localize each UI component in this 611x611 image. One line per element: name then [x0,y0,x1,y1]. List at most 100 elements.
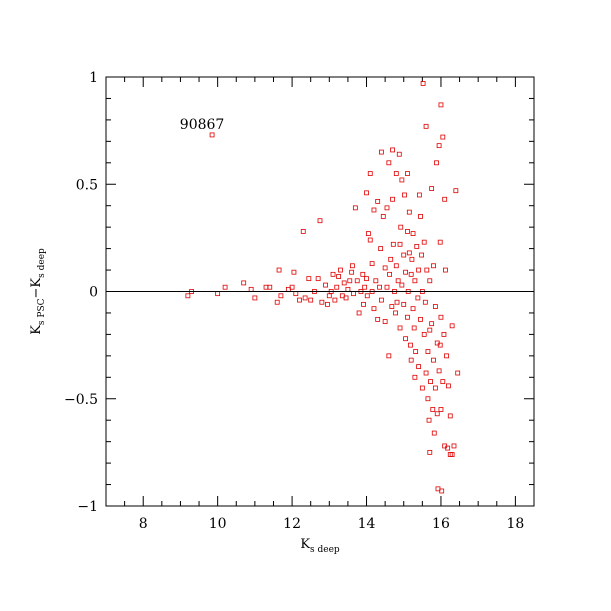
data-point [427,278,433,284]
data-point [330,271,336,277]
data-point [394,299,400,305]
data-point [422,299,428,305]
data-point [319,299,325,305]
data-point [241,280,247,286]
data-point [419,385,425,391]
data-point [362,284,368,290]
data-point [361,301,366,307]
data-point [399,282,405,288]
x-tick-label: 16 [432,516,450,532]
data-point [438,102,444,108]
data-point [455,370,461,376]
data-point [397,325,403,331]
data-point [356,310,362,316]
data-point [365,231,371,236]
data-point [332,297,338,303]
data-point [371,306,377,312]
data-point [432,304,438,309]
data-point [425,396,431,402]
data-point [427,449,433,455]
data-point [436,143,442,149]
x-axis-label-main: K [300,537,310,552]
data-point [420,81,426,86]
data-point [343,295,349,301]
plot-frame [105,76,535,507]
data-point [395,278,401,284]
data-point [411,325,417,331]
data-point [401,252,407,258]
data-point [415,295,421,301]
data-point [386,353,392,359]
data-point [367,237,373,243]
data-point [387,271,392,277]
data-point [375,316,381,322]
data-point [405,171,410,176]
data-point [409,256,415,262]
data-point [408,342,413,348]
data-point [371,207,377,213]
data-point [418,316,423,322]
data-point [390,241,396,247]
data-point [443,267,448,273]
data-point [378,246,384,252]
data-point [444,353,449,359]
data-point [434,160,439,166]
data-point [390,196,395,202]
data-point [248,286,254,292]
data-point [336,274,342,279]
data-point [402,192,407,198]
data-point [403,269,409,275]
data-point [323,282,328,288]
y-tick-label: 0.5 [76,177,98,193]
data-point [341,280,347,286]
data-point [209,132,215,138]
data-point [345,286,351,292]
x-tick-label: 18 [506,516,524,532]
data-point [428,379,433,384]
data-point [300,229,306,234]
data-point [453,188,459,194]
data-point [405,314,410,320]
data-point [390,147,395,153]
data-point [382,265,388,271]
data-point [418,214,423,219]
data-point [293,291,299,297]
data-point [437,239,443,245]
annotation-label: 90867 [180,117,225,133]
y-axis-label-sub2: s deep [37,248,47,278]
x-tick-label: 12 [283,516,301,532]
data-point [449,452,455,457]
data-point [451,443,457,449]
data-point [360,271,366,277]
data-point [434,411,440,417]
data-point [410,231,416,236]
data-point [377,284,382,290]
data-point [349,269,355,275]
data-point [267,284,273,290]
data-point [380,214,386,219]
data-point [393,171,399,176]
data-point [389,304,395,309]
data-point [439,488,445,494]
data-point [334,284,340,290]
data-point [398,224,404,230]
x-tick-label: 10 [209,516,227,532]
data-point [437,342,443,348]
y-tick-label: −0.5 [64,392,98,408]
data-point [436,368,442,374]
data-point [369,261,375,267]
data-point [430,407,436,412]
data-point [364,276,369,282]
data-point [325,301,330,307]
data-point [429,186,435,191]
data-point [406,209,412,215]
data-point [308,297,314,303]
data-point [425,349,431,354]
data-point [431,263,436,269]
data-point [364,190,369,196]
data-point [379,297,384,303]
data-point [424,267,430,273]
data-point [347,278,353,284]
data-point [393,263,399,269]
